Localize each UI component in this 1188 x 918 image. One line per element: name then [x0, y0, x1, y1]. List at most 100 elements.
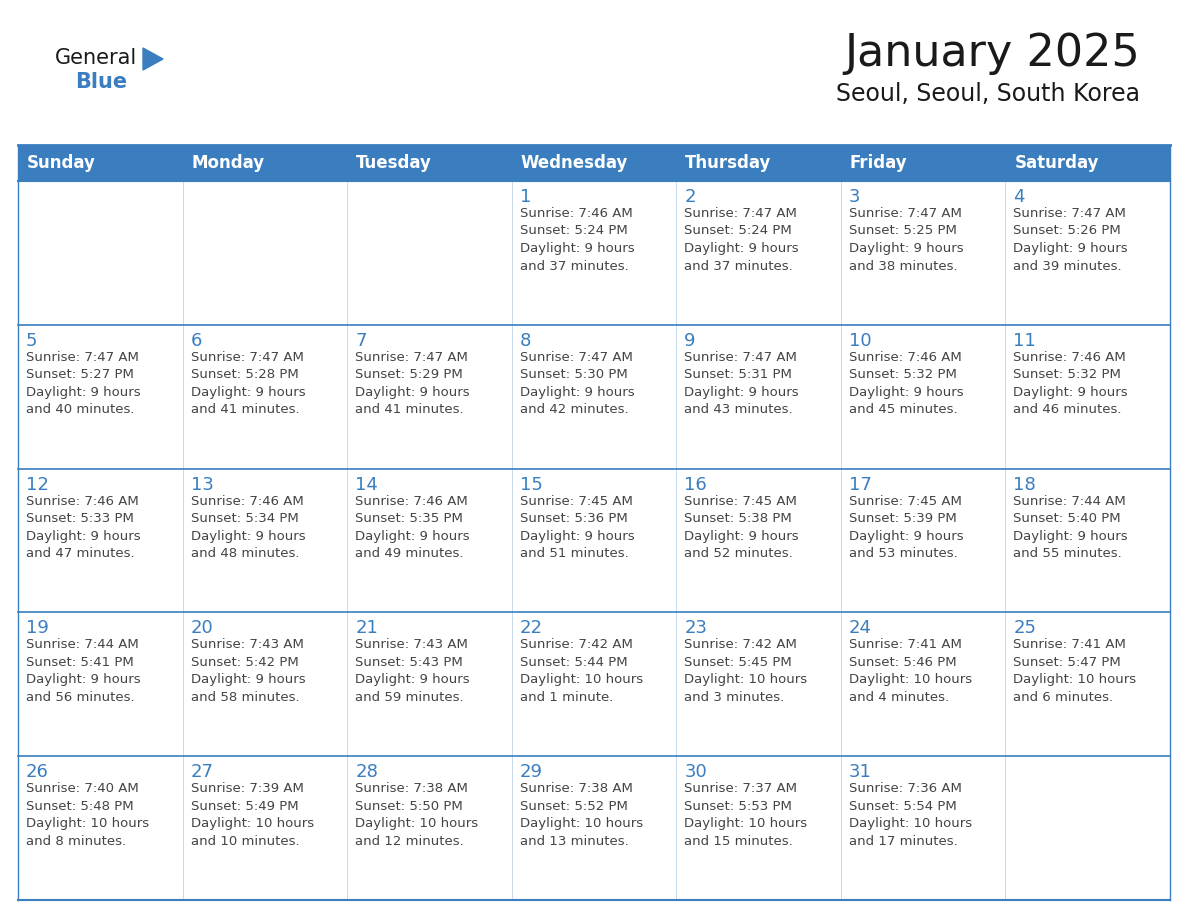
Bar: [841, 468, 1005, 612]
Text: 14: 14: [355, 476, 378, 494]
Text: Monday: Monday: [191, 154, 265, 172]
Bar: [841, 612, 1005, 756]
Bar: [1005, 325, 1170, 468]
Text: Sunrise: 7:46 AM
Sunset: 5:32 PM
Daylight: 9 hours
and 46 minutes.: Sunrise: 7:46 AM Sunset: 5:32 PM Dayligh…: [1013, 351, 1129, 416]
Text: 21: 21: [355, 620, 378, 637]
Text: 26: 26: [26, 763, 49, 781]
Text: Sunrise: 7:38 AM
Sunset: 5:52 PM
Daylight: 10 hours
and 13 minutes.: Sunrise: 7:38 AM Sunset: 5:52 PM Dayligh…: [519, 782, 643, 847]
Text: 10: 10: [849, 331, 872, 350]
Text: January 2025: January 2025: [845, 32, 1140, 75]
Text: 8: 8: [519, 331, 531, 350]
Text: Sunrise: 7:47 AM
Sunset: 5:28 PM
Daylight: 9 hours
and 41 minutes.: Sunrise: 7:47 AM Sunset: 5:28 PM Dayligh…: [190, 351, 305, 416]
Text: 17: 17: [849, 476, 872, 494]
Text: Wednesday: Wednesday: [520, 154, 628, 172]
Text: Sunrise: 7:46 AM
Sunset: 5:32 PM
Daylight: 9 hours
and 45 minutes.: Sunrise: 7:46 AM Sunset: 5:32 PM Dayligh…: [849, 351, 963, 416]
Text: Sunrise: 7:39 AM
Sunset: 5:49 PM
Daylight: 10 hours
and 10 minutes.: Sunrise: 7:39 AM Sunset: 5:49 PM Dayligh…: [190, 782, 314, 847]
Bar: [18, 145, 183, 181]
Bar: [841, 181, 1005, 325]
Bar: [676, 756, 841, 900]
Text: 15: 15: [519, 476, 543, 494]
Bar: [18, 325, 183, 468]
Bar: [18, 468, 183, 612]
Text: 19: 19: [26, 620, 49, 637]
Text: 5: 5: [26, 331, 38, 350]
Text: Sunrise: 7:47 AM
Sunset: 5:26 PM
Daylight: 9 hours
and 39 minutes.: Sunrise: 7:47 AM Sunset: 5:26 PM Dayligh…: [1013, 207, 1129, 273]
Bar: [1005, 468, 1170, 612]
Text: 25: 25: [1013, 620, 1036, 637]
Bar: [676, 181, 841, 325]
Bar: [1005, 145, 1170, 181]
Text: Sunrise: 7:43 AM
Sunset: 5:42 PM
Daylight: 9 hours
and 58 minutes.: Sunrise: 7:43 AM Sunset: 5:42 PM Dayligh…: [190, 638, 305, 704]
Bar: [676, 325, 841, 468]
Text: Sunrise: 7:37 AM
Sunset: 5:53 PM
Daylight: 10 hours
and 15 minutes.: Sunrise: 7:37 AM Sunset: 5:53 PM Dayligh…: [684, 782, 808, 847]
Text: Sunday: Sunday: [27, 154, 96, 172]
Text: Sunrise: 7:45 AM
Sunset: 5:38 PM
Daylight: 9 hours
and 52 minutes.: Sunrise: 7:45 AM Sunset: 5:38 PM Dayligh…: [684, 495, 798, 560]
Bar: [512, 145, 676, 181]
Text: 9: 9: [684, 331, 696, 350]
Text: 2: 2: [684, 188, 696, 206]
Bar: [347, 468, 512, 612]
Text: Sunrise: 7:47 AM
Sunset: 5:30 PM
Daylight: 9 hours
and 42 minutes.: Sunrise: 7:47 AM Sunset: 5:30 PM Dayligh…: [519, 351, 634, 416]
Bar: [512, 756, 676, 900]
Text: Sunrise: 7:46 AM
Sunset: 5:24 PM
Daylight: 9 hours
and 37 minutes.: Sunrise: 7:46 AM Sunset: 5:24 PM Dayligh…: [519, 207, 634, 273]
Text: Tuesday: Tuesday: [356, 154, 432, 172]
Bar: [1005, 756, 1170, 900]
Text: 31: 31: [849, 763, 872, 781]
Bar: [512, 325, 676, 468]
Text: 16: 16: [684, 476, 707, 494]
Text: Sunrise: 7:47 AM
Sunset: 5:31 PM
Daylight: 9 hours
and 43 minutes.: Sunrise: 7:47 AM Sunset: 5:31 PM Dayligh…: [684, 351, 798, 416]
Bar: [347, 181, 512, 325]
Text: 22: 22: [519, 620, 543, 637]
Polygon shape: [143, 48, 163, 70]
Bar: [1005, 181, 1170, 325]
Bar: [183, 468, 347, 612]
Bar: [183, 181, 347, 325]
Text: Sunrise: 7:38 AM
Sunset: 5:50 PM
Daylight: 10 hours
and 12 minutes.: Sunrise: 7:38 AM Sunset: 5:50 PM Dayligh…: [355, 782, 479, 847]
Bar: [841, 325, 1005, 468]
Text: 11: 11: [1013, 331, 1036, 350]
Text: Sunrise: 7:47 AM
Sunset: 5:25 PM
Daylight: 9 hours
and 38 minutes.: Sunrise: 7:47 AM Sunset: 5:25 PM Dayligh…: [849, 207, 963, 273]
Text: 27: 27: [190, 763, 214, 781]
Text: Seoul, Seoul, South Korea: Seoul, Seoul, South Korea: [836, 82, 1140, 106]
Text: Sunrise: 7:36 AM
Sunset: 5:54 PM
Daylight: 10 hours
and 17 minutes.: Sunrise: 7:36 AM Sunset: 5:54 PM Dayligh…: [849, 782, 972, 847]
Bar: [183, 612, 347, 756]
Text: 29: 29: [519, 763, 543, 781]
Text: 20: 20: [190, 620, 214, 637]
Text: Sunrise: 7:46 AM
Sunset: 5:34 PM
Daylight: 9 hours
and 48 minutes.: Sunrise: 7:46 AM Sunset: 5:34 PM Dayligh…: [190, 495, 305, 560]
Bar: [18, 181, 183, 325]
Text: 3: 3: [849, 188, 860, 206]
Bar: [18, 612, 183, 756]
Text: Blue: Blue: [75, 72, 127, 92]
Bar: [512, 468, 676, 612]
Text: Sunrise: 7:43 AM
Sunset: 5:43 PM
Daylight: 9 hours
and 59 minutes.: Sunrise: 7:43 AM Sunset: 5:43 PM Dayligh…: [355, 638, 469, 704]
Text: 13: 13: [190, 476, 214, 494]
Bar: [347, 145, 512, 181]
Text: Sunrise: 7:44 AM
Sunset: 5:40 PM
Daylight: 9 hours
and 55 minutes.: Sunrise: 7:44 AM Sunset: 5:40 PM Dayligh…: [1013, 495, 1129, 560]
Text: 12: 12: [26, 476, 49, 494]
Text: 24: 24: [849, 620, 872, 637]
Bar: [347, 612, 512, 756]
Text: Sunrise: 7:41 AM
Sunset: 5:47 PM
Daylight: 10 hours
and 6 minutes.: Sunrise: 7:41 AM Sunset: 5:47 PM Dayligh…: [1013, 638, 1137, 704]
Text: 4: 4: [1013, 188, 1025, 206]
Bar: [1005, 612, 1170, 756]
Text: 28: 28: [355, 763, 378, 781]
Bar: [676, 468, 841, 612]
Bar: [18, 756, 183, 900]
Bar: [512, 612, 676, 756]
Text: 6: 6: [190, 331, 202, 350]
Text: Sunrise: 7:47 AM
Sunset: 5:24 PM
Daylight: 9 hours
and 37 minutes.: Sunrise: 7:47 AM Sunset: 5:24 PM Dayligh…: [684, 207, 798, 273]
Bar: [841, 145, 1005, 181]
Bar: [347, 756, 512, 900]
Text: Saturday: Saturday: [1015, 154, 1099, 172]
Bar: [512, 181, 676, 325]
Text: 1: 1: [519, 188, 531, 206]
Text: Sunrise: 7:46 AM
Sunset: 5:35 PM
Daylight: 9 hours
and 49 minutes.: Sunrise: 7:46 AM Sunset: 5:35 PM Dayligh…: [355, 495, 469, 560]
Text: Sunrise: 7:46 AM
Sunset: 5:33 PM
Daylight: 9 hours
and 47 minutes.: Sunrise: 7:46 AM Sunset: 5:33 PM Dayligh…: [26, 495, 140, 560]
Bar: [841, 756, 1005, 900]
Text: Sunrise: 7:45 AM
Sunset: 5:36 PM
Daylight: 9 hours
and 51 minutes.: Sunrise: 7:45 AM Sunset: 5:36 PM Dayligh…: [519, 495, 634, 560]
Text: 7: 7: [355, 331, 367, 350]
Bar: [676, 612, 841, 756]
Text: Sunrise: 7:40 AM
Sunset: 5:48 PM
Daylight: 10 hours
and 8 minutes.: Sunrise: 7:40 AM Sunset: 5:48 PM Dayligh…: [26, 782, 150, 847]
Text: Sunrise: 7:42 AM
Sunset: 5:44 PM
Daylight: 10 hours
and 1 minute.: Sunrise: 7:42 AM Sunset: 5:44 PM Dayligh…: [519, 638, 643, 704]
Bar: [676, 145, 841, 181]
